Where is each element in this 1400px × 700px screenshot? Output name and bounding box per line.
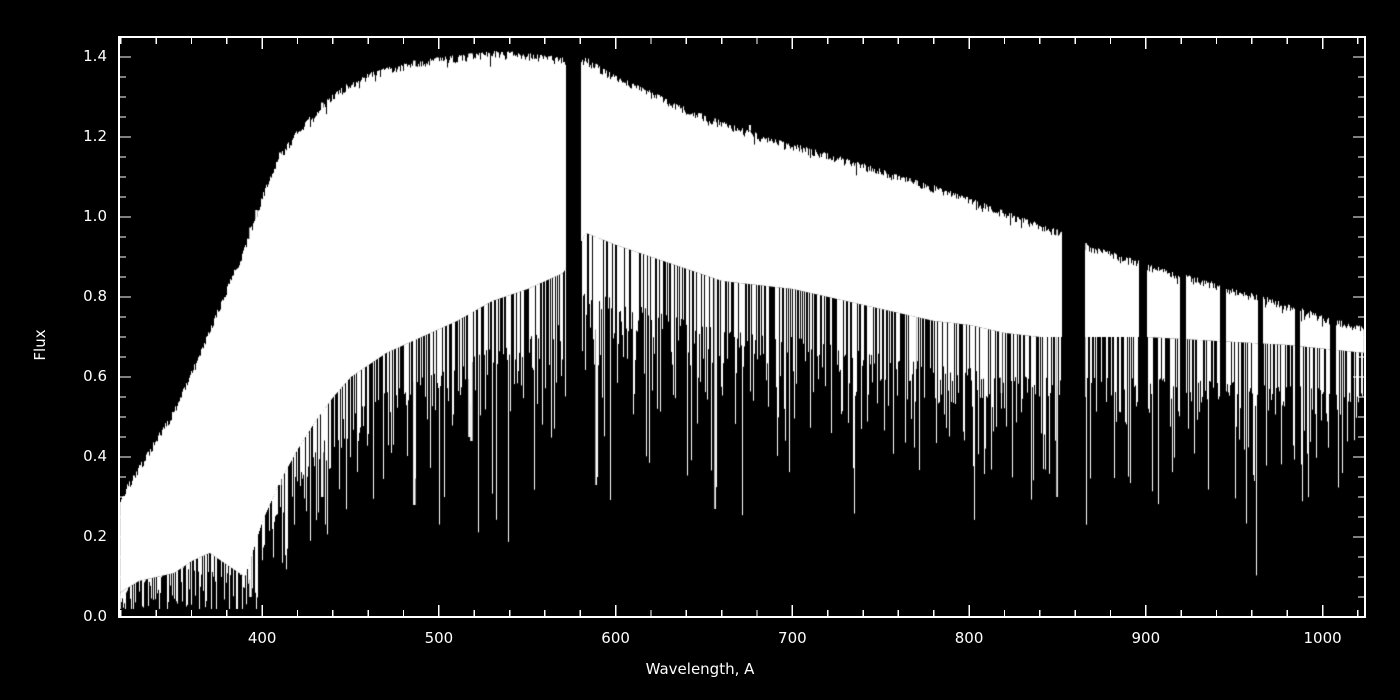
x-tick-label: 700 [778, 629, 807, 647]
y-tick-label: 0.4 [83, 447, 107, 465]
x-tick-label: 600 [601, 629, 630, 647]
y-tick-label: 0.0 [83, 607, 107, 625]
x-axis-label: Wavelength, A [645, 660, 755, 678]
y-tick-label: 1.0 [83, 207, 107, 225]
x-tick-label: 400 [247, 629, 277, 647]
y-tick-label: 0.8 [83, 287, 107, 305]
x-tick-label: 1000 [1303, 629, 1342, 647]
y-tick-label: 1.4 [83, 47, 107, 65]
y-tick-label: 0.6 [83, 367, 107, 385]
plot-frame [118, 36, 1366, 618]
y-tick-label: 0.2 [83, 527, 107, 545]
x-tick-label: 900 [1131, 629, 1161, 647]
y-tick-label: 1.2 [83, 127, 107, 145]
x-tick-label: 800 [954, 629, 984, 647]
x-tick-label: 500 [424, 629, 454, 647]
